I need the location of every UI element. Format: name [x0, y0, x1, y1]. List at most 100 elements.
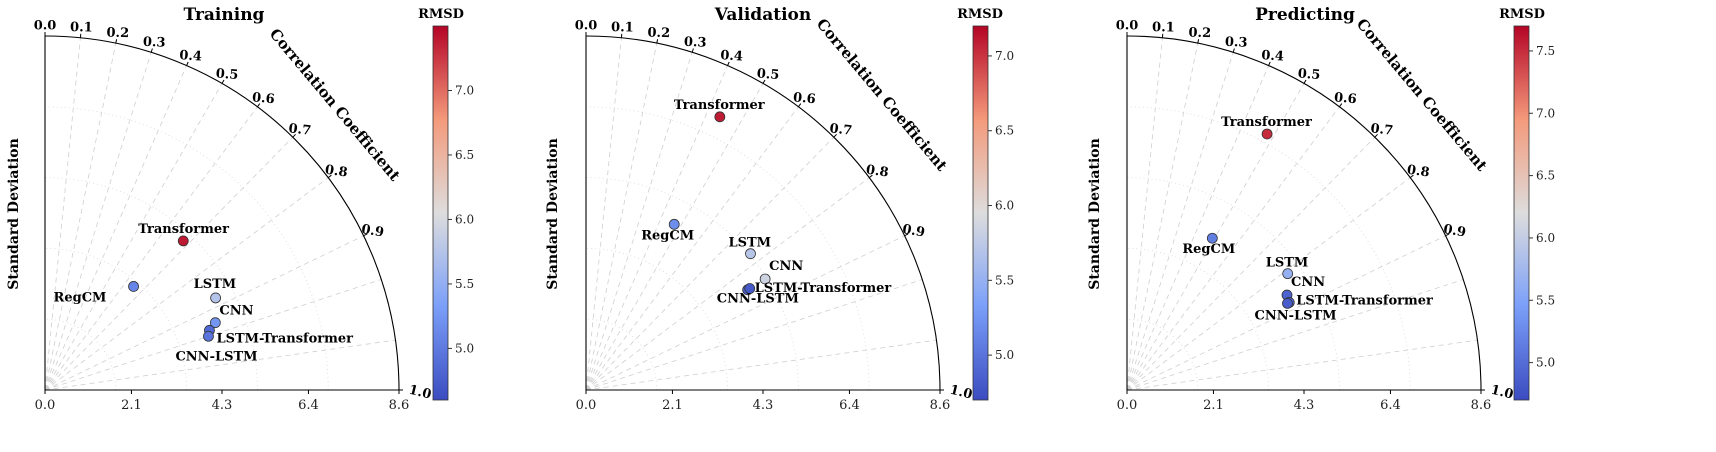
model-point-transformer: [1261, 128, 1273, 140]
model-point-regcm: [128, 281, 139, 292]
outer-arc: [44, 35, 400, 391]
correlation-gridline: [585, 106, 799, 391]
colorbar-tick-label: 6.5: [455, 148, 474, 162]
correlation-gridline: [585, 339, 937, 391]
correlation-tick-mark: [656, 39, 659, 44]
y-axis-label: Standard Deviation: [1087, 138, 1103, 290]
correlation-gridline: [1126, 83, 1305, 391]
model-label: CNN-LSTM: [175, 349, 257, 364]
correlation-gridline: [44, 106, 258, 391]
correlation-tick-mark: [1268, 61, 1271, 66]
model-label: Transformer: [674, 98, 765, 113]
colorbar-tick-label: 5.0: [995, 348, 1014, 362]
x-tick-label: 8.6: [930, 398, 951, 413]
correlation-gridline: [1126, 177, 1411, 391]
correlation-gridline: [44, 136, 294, 391]
model-label: RegCM: [1182, 242, 1235, 257]
x-tick-label: 8.6: [389, 398, 410, 413]
x-tick-label: 0.0: [1117, 398, 1138, 413]
panel-title: Training: [184, 5, 265, 25]
x-tick-label: 2.1: [662, 398, 683, 413]
model-point-cnn-lstm: [1282, 297, 1293, 309]
correlation-tick-label: 0.2: [106, 26, 129, 42]
model-label: CNN-LSTM: [717, 292, 799, 307]
colorbar-tick-label: 6.0: [455, 212, 474, 226]
std-gridline: [44, 106, 329, 391]
correlation-gridline: [1126, 339, 1478, 391]
correlation-gridline: [1126, 65, 1269, 391]
correlation-tick-label: 0.3: [143, 35, 166, 51]
colorbar-title: RMSD: [957, 7, 1003, 22]
correlation-gridline: [44, 65, 187, 391]
correlation-tick-mark: [115, 39, 118, 44]
correlation-tick-mark: [292, 133, 296, 138]
x-tick-label: 8.6: [1471, 398, 1492, 413]
correlation-tick-mark: [1232, 48, 1235, 53]
colorbar-tick-label: 6.5: [995, 124, 1014, 138]
correlation-tick-label: 0.2: [647, 26, 670, 42]
x-tick-label: 6.4: [1380, 398, 1401, 413]
correlation-gridline: [44, 52, 152, 391]
colorbar-gradient: [972, 25, 989, 401]
rmsd-colorbar: RMSD 5.0 5.5 6.0 6.5 7.0: [957, 7, 1014, 401]
model-label: RegCM: [641, 228, 694, 243]
correlation-tick-label: 0.6: [1333, 90, 1357, 107]
model-label: CNN: [769, 259, 803, 274]
model-label: LSTM-Transformer: [755, 281, 892, 296]
panel-validation: Validation Standard Deviation Correlatio…: [545, 5, 1014, 413]
correlation-tick-label: 0.9: [1442, 222, 1467, 241]
correlation-tick-label: 0.1: [1152, 20, 1175, 35]
correlation-gridline: [585, 279, 923, 391]
correlation-tick-label: 0.7: [288, 121, 312, 139]
correlation-gridline: [44, 37, 81, 391]
correlation-tick-label: 0.4: [179, 48, 203, 64]
correlation-tick-mark: [1303, 79, 1307, 84]
correlation-tick-label: 0.7: [829, 121, 853, 139]
model-point-transformer: [177, 235, 189, 247]
x-tick-label: 4.3: [212, 398, 233, 413]
correlation-tick-mark: [833, 133, 837, 138]
correlation-tick-mark: [1445, 233, 1450, 237]
model-point-lstm: [210, 292, 222, 304]
model-label: LSTM: [194, 277, 237, 292]
correlation-gridline: [585, 43, 658, 391]
correlation-gridline: [585, 52, 693, 391]
correlation-tick-mark: [1409, 174, 1414, 179]
correlation-gridline: [1126, 136, 1376, 391]
model-point-lstm: [745, 248, 756, 260]
y-axis-label: Standard Deviation: [545, 138, 561, 290]
correlation-tick-mark: [798, 103, 802, 108]
correlation-gridline: [585, 177, 870, 391]
std-gridline: [1126, 106, 1411, 391]
std-gridline: [1126, 318, 1199, 391]
correlation-gridline: [44, 279, 382, 391]
std-gridline: [585, 318, 658, 391]
correlation-gridline: [1126, 235, 1446, 391]
x-tick-label: 4.3: [1294, 398, 1315, 413]
correlation-gridline: [44, 83, 223, 391]
x-tick-label: 6.4: [839, 398, 860, 413]
model-label: LSTM-Transformer: [216, 331, 353, 346]
correlation-gridline: [1126, 279, 1464, 391]
correlation-tick-label: 0.6: [251, 90, 275, 107]
correlation-gridline: [44, 43, 117, 391]
correlation-tick-label: 0.1: [70, 20, 93, 35]
model-label: CNN: [1291, 275, 1325, 290]
correlation-tick-mark: [727, 61, 730, 66]
correlation-tick-mark: [762, 79, 766, 84]
correlation-tick-label: 0.8: [865, 163, 889, 181]
colorbar-tick-label: 7.0: [1536, 106, 1555, 120]
model-point-regcm: [1206, 232, 1218, 244]
model-point-regcm: [668, 218, 680, 230]
correlation-gridline: [585, 136, 835, 391]
correlation-tick-label: 0.1: [611, 20, 634, 35]
panel-title: Predicting: [1255, 5, 1355, 25]
colorbar-tick-label: 7.0: [455, 83, 474, 97]
correlation-gridline: [44, 235, 364, 391]
correlation-axis-label: Correlation Coefficient: [813, 15, 951, 175]
colorbar-tick-label: 6.0: [995, 199, 1014, 213]
colorbar-gradient: [1513, 25, 1530, 401]
correlation-tick-label: 0.5: [215, 66, 239, 83]
outer-arc: [1126, 35, 1482, 391]
